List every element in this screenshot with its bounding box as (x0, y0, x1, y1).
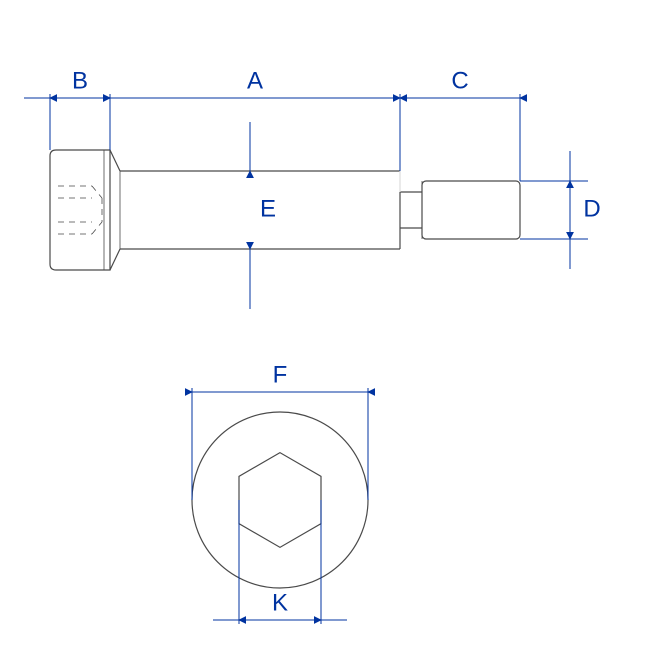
dim-a-label: A (247, 67, 263, 94)
shoulder-screw-diagram: A B C D E F K (0, 0, 670, 670)
dim-f-label: F (273, 361, 288, 388)
dim-b-label: B (72, 67, 88, 94)
head-front-circle (192, 412, 368, 588)
dim-k-label: K (272, 589, 288, 616)
dim-d-label: D (583, 195, 600, 222)
dim-e-label: E (260, 195, 276, 222)
dim-c-label: C (451, 67, 468, 94)
hex-socket (239, 453, 321, 548)
